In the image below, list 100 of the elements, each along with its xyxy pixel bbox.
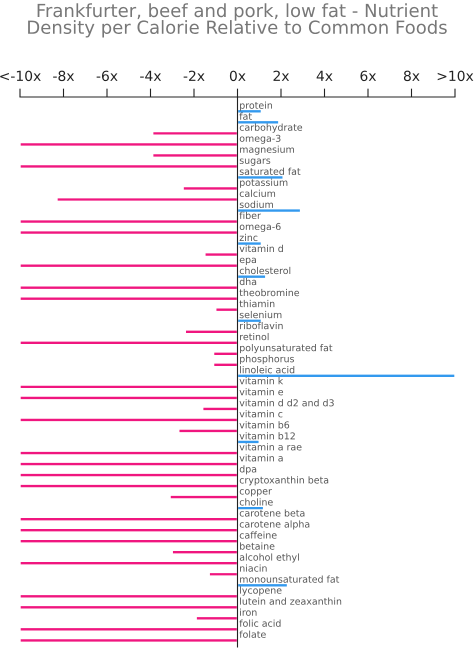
x-tick-label: 4x [316,70,333,81]
y-tick-label: theobromine [239,288,300,296]
y-tick-label: thiamin [239,300,274,308]
y-tick-label: vitamin a [240,454,283,462]
x-tick-label: 0x [230,70,246,82]
bar [20,164,238,170]
bar [236,506,264,511]
bar [20,417,238,423]
y-tick-label: omega-6 [240,222,281,232]
bar [236,582,288,588]
bar [20,450,238,456]
x-tick-label: -4x [140,70,162,81]
y-tick-label: vitamin b12 [240,432,295,440]
y-tick-label: riboflavin [240,322,283,330]
bar [20,461,238,467]
y-tick-label: niacin [240,564,267,572]
bar [204,252,238,258]
y-tick-label: iron [240,608,256,616]
chart-title: Frankfurter, beef and pork, low fat - Nutrient Density per Calorie Relative to Common Foods [28,3,447,38]
bar [20,230,238,236]
y-tick-label: cholesterol [240,266,290,274]
y-tick-label: vitamin b6 [240,421,290,428]
bar [178,428,238,434]
bar [236,174,284,180]
y-tick-label: polyunsaturated fat [240,344,332,354]
bar [20,395,238,400]
bar [20,604,238,610]
y-tick-label: vitamin c [240,410,282,418]
bar [236,318,262,324]
bar [20,142,238,147]
bar [20,340,238,346]
bar [20,484,238,489]
bar [202,406,238,412]
bar [236,439,260,445]
bar [236,120,280,125]
bar [184,329,238,334]
y-tick-label: selenium [240,310,282,318]
y-tick-label: linoleic acid [240,366,294,374]
bar [20,263,238,268]
y-tick-label: epa [240,258,256,265]
bar [182,186,238,192]
x-tick-label: <-10x [0,70,41,82]
x-tick-label: 8x [404,70,420,82]
bar [20,516,238,522]
y-tick-label: protein [240,102,272,111]
y-tick-label: vitamin d d2 and d3 [240,399,334,406]
y-tick-label: dha [240,278,256,286]
bar [20,638,238,643]
bar [56,196,238,202]
bar [20,538,238,544]
y-tick-label: monounsaturated fat [240,575,340,583]
y-tick-label: alcohol ethyl [240,553,299,563]
y-tick-label: fat [239,112,252,120]
x-tick-label: -2x [184,70,205,81]
y-tick-label: sodium [240,200,273,208]
y-tick-label: cryptoxanthin beta [240,476,328,486]
y-tick-label: saturated fat [240,168,300,175]
y-tick-label: choline [240,498,273,506]
y-tick-label: vitamin a rae [240,443,302,450]
bar [236,208,302,214]
y-tick-label: fiber [239,212,261,220]
x-tick-label: -6x [96,70,118,82]
bar [20,472,238,478]
y-tick-label: lutein and zeaxanthin [240,598,342,605]
bar [20,218,238,224]
x-tick-label: -8x [53,70,74,82]
y-tick-label: vitamin d [240,244,283,252]
x-tick-label: >10x [438,70,474,82]
bar [152,152,238,158]
y-tick-label: potassium [240,178,288,188]
y-tick-label: betaine [240,542,274,550]
x-tick-label: 2x [273,70,290,81]
bar [169,494,238,500]
y-tick-label: carotene beta [240,509,304,517]
y-tick-label: sugars [240,158,270,166]
bar [212,351,238,356]
bar [20,626,238,632]
bar [236,274,266,280]
bar [20,285,238,290]
bar [236,241,262,246]
y-tick-label: vitamin e [240,388,284,396]
bar [20,594,238,599]
x-tick-label: 6x [360,70,376,82]
y-tick-label: copper [240,489,272,496]
y-tick-label: retinol [240,332,269,340]
bar [236,373,455,378]
y-tick-label: lycopene [240,586,282,596]
y-tick-label: carotene alpha [240,520,310,530]
y-tick-label: magnesium [240,146,294,155]
bar [152,130,238,136]
y-tick-label: zinc [240,234,258,242]
bar [20,528,238,533]
y-tick-label: dpa [240,465,256,474]
bar [172,550,238,555]
y-tick-label: phosphorus [240,355,294,364]
bar [20,384,238,390]
y-tick-label: vitamin k [240,377,284,384]
y-tick-label: caffeine [240,531,277,539]
y-tick-label: omega-3 [240,134,280,144]
bar [20,296,238,302]
